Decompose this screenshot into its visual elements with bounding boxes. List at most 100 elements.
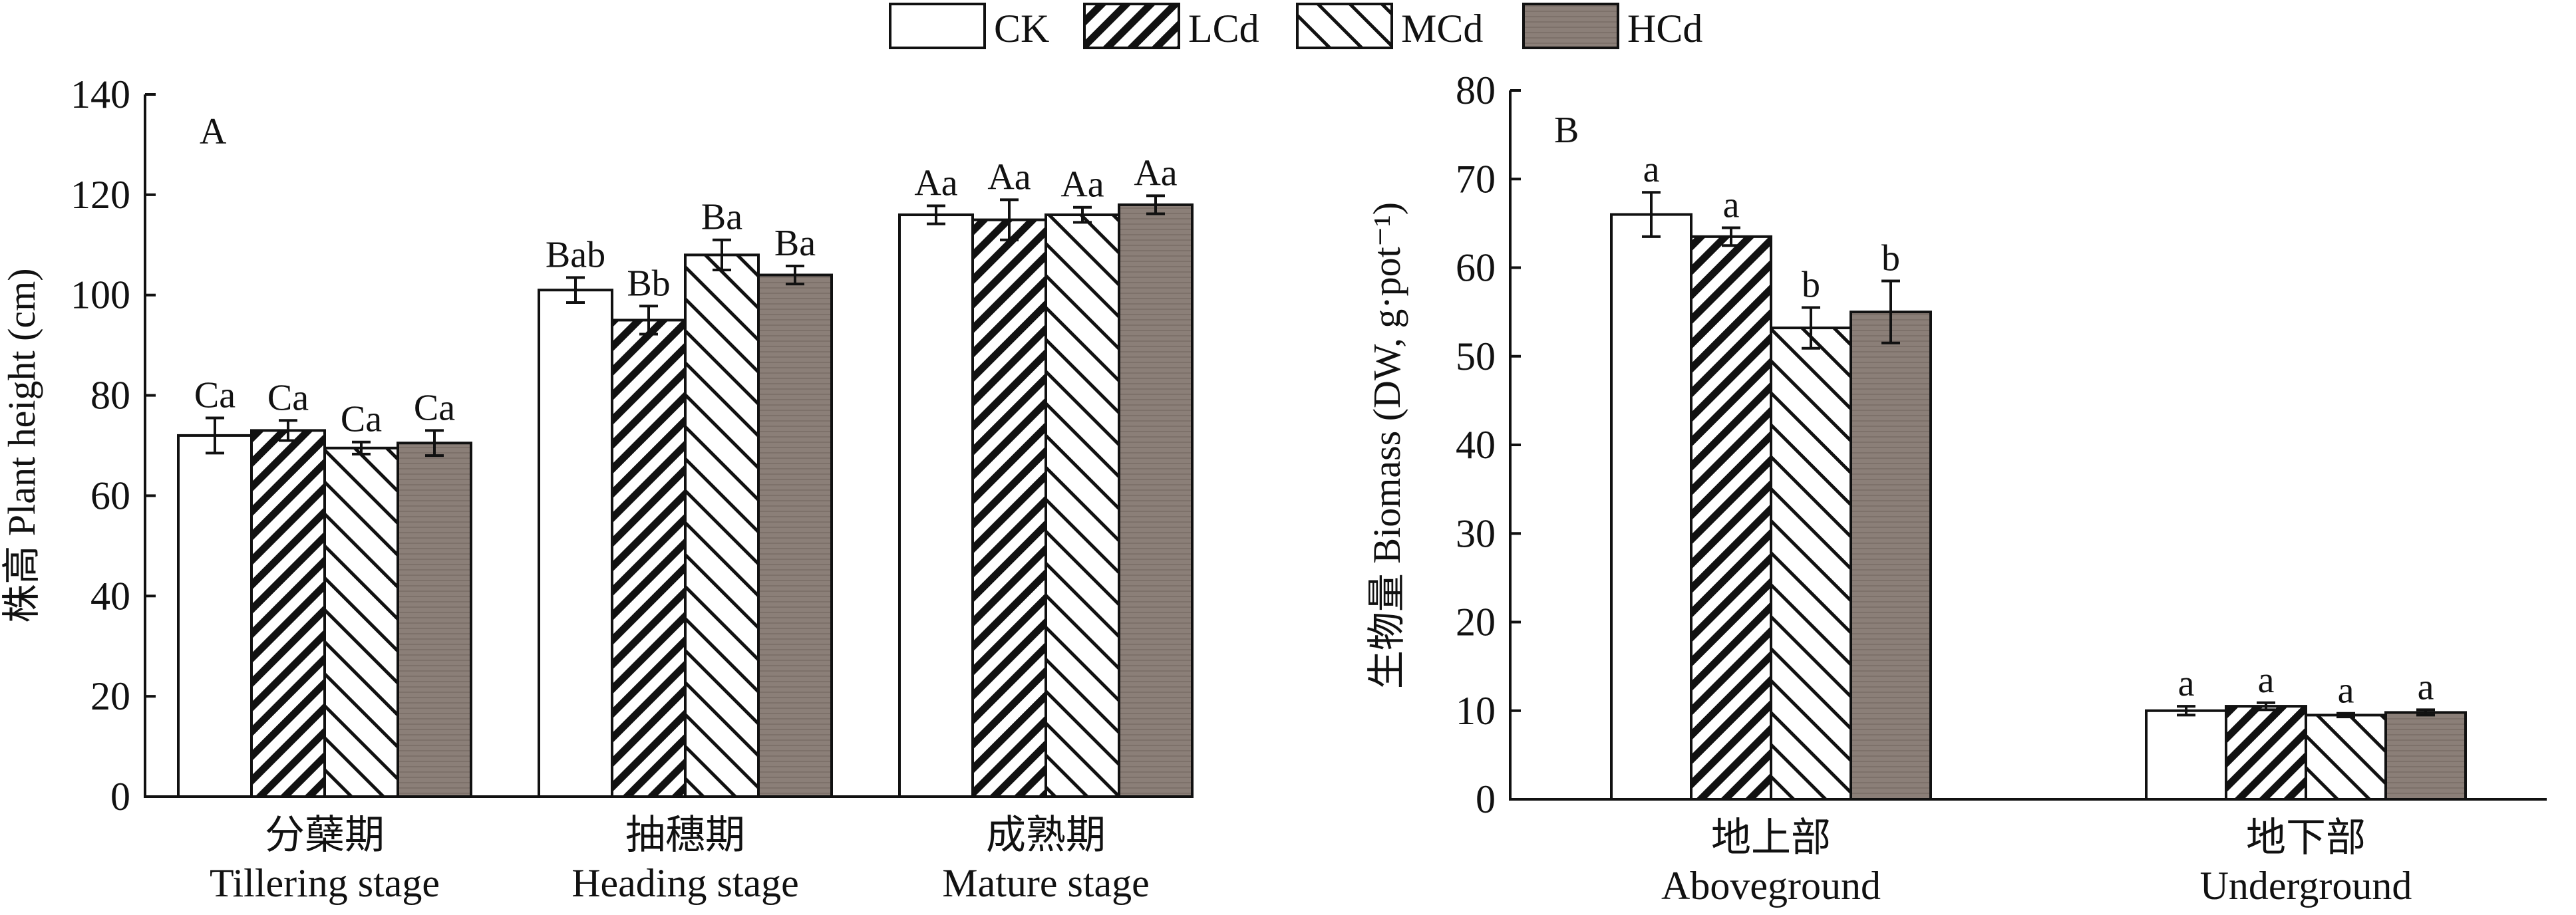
significance-label: Ba <box>701 197 742 238</box>
significance-label: a <box>1643 149 1660 190</box>
y-tick-label: 10 <box>1456 689 1496 733</box>
bar-ck-tillering-stage <box>177 434 253 798</box>
bars-a: Ca Ca Ca Ca Bab Bb Ba Ba Aa Aa Aa Aa <box>177 152 1194 799</box>
x-category-label-cn: 地下部 <box>2246 816 2366 860</box>
significance-label: Bab <box>546 234 605 275</box>
x-category-label-en: Mature stage <box>942 861 1150 905</box>
y-tick-label: 40 <box>90 574 130 618</box>
error-bar-lcd-tillering-stage <box>279 419 297 442</box>
bar-ck-heading-stage <box>538 289 613 798</box>
bars-b: a a b b a a a a <box>1610 149 2467 801</box>
error-bar-ck-heading-stage <box>566 276 585 305</box>
error-bar-lcd-aboveground <box>1722 226 1740 247</box>
error-bar-hcd-underground <box>2416 708 2435 717</box>
significance-label: Ca <box>414 387 455 428</box>
error-bar-lcd-heading-stage <box>639 305 658 336</box>
y-ticks-a: 0 20 40 60 80 100 120 140 <box>71 72 156 819</box>
y-tick-label: 0 <box>1476 777 1496 821</box>
significance-label: Ba <box>774 223 816 264</box>
error-bar-ck-tillering-stage <box>206 416 224 455</box>
bar-mcd-tillering-stage <box>323 446 399 798</box>
bar-hcd-heading-stage <box>757 273 833 798</box>
significance-label: a <box>2418 666 2434 708</box>
legend-item-ck: CK <box>889 3 1049 51</box>
bar-lcd-heading-stage <box>611 319 687 798</box>
chart-panel-b: 0 10 20 30 40 50 60 70 80 a a b b a a a a 地上部Abovegroun… <box>1365 68 2547 908</box>
y-tick-label: 100 <box>71 273 130 317</box>
error-bar-hcd-aboveground <box>1881 279 1900 344</box>
significance-label: b <box>1802 264 1820 305</box>
significance-label: a <box>2338 670 2354 712</box>
significance-label: Aa <box>1060 164 1104 205</box>
error-bar-hcd-heading-stage <box>786 264 804 286</box>
x-category-label-cn: 地上部 <box>1711 816 1831 860</box>
bar-hcd-tillering-stage <box>397 442 472 798</box>
bar-hcd-underground <box>2384 711 2467 801</box>
y-tick-label: 40 <box>1456 423 1496 467</box>
bar-lcd-underground <box>2225 705 2307 801</box>
error-bar-mcd-heading-stage <box>713 238 731 271</box>
legend-item-hcd: HCd <box>1522 3 1702 51</box>
y-tick-label: 20 <box>1456 600 1496 644</box>
x-category-label-en: Aboveground <box>1661 864 1881 908</box>
y-tick-label: 0 <box>110 775 130 819</box>
bar-hcd-mature-stage <box>1118 203 1194 798</box>
y-tick-label: 30 <box>1456 511 1496 555</box>
x-category-label-en: Heading stage <box>571 861 799 905</box>
bar-lcd-aboveground <box>1690 235 1772 801</box>
bar-lcd-mature-stage <box>971 218 1047 799</box>
legend-item-lcd: LCd <box>1083 3 1259 51</box>
x-category-label-cn: 成熟期 <box>986 813 1106 857</box>
significance-label: Bb <box>627 263 670 304</box>
bar-mcd-mature-stage <box>1045 213 1120 798</box>
legend-label-mcd: MCd <box>1401 7 1483 51</box>
legend-label-lcd: LCd <box>1188 7 1259 51</box>
error-bar-ck-underground <box>2177 705 2195 717</box>
bar-hcd-aboveground <box>1850 311 1932 801</box>
x-category-label-en: Underground <box>2200 864 2412 908</box>
significance-label: Aa <box>914 162 957 203</box>
error-bar-hcd-mature-stage <box>1146 194 1165 215</box>
significance-label: a <box>1723 185 1740 226</box>
legend-item-mcd: MCd <box>1296 3 1483 51</box>
significance-label: Ca <box>341 399 382 440</box>
y-tick-label: 120 <box>71 173 130 217</box>
legend-swatch-mcd <box>1296 3 1393 49</box>
error-bar-ck-aboveground <box>1642 191 1661 238</box>
error-bar-mcd-aboveground <box>1802 306 1820 350</box>
bar-ck-underground <box>2145 709 2227 801</box>
chart-panel-a: 0 20 40 60 80 100 120 140 Ca Ca Ca Ca Bab Bb Ba Ba Aa Aa… <box>0 72 1194 905</box>
error-bar-mcd-tillering-stage <box>352 440 371 456</box>
significance-label: a <box>2178 663 2195 704</box>
significance-label: b <box>1881 237 1900 279</box>
legend-swatch-lcd <box>1083 3 1180 49</box>
panel-label-a: A <box>200 111 227 152</box>
significance-label: Ca <box>194 375 236 416</box>
legend-swatch-ck <box>889 3 986 49</box>
bar-ck-aboveground <box>1610 213 1692 801</box>
legend-swatch-hcd <box>1522 3 1619 49</box>
y-axis-label-b: 生物量 Biomass (DW, g·pot⁻¹) <box>1365 202 1408 689</box>
bar-lcd-tillering-stage <box>250 429 326 798</box>
error-bar-lcd-underground <box>2257 701 2275 712</box>
legend-label-ck: CK <box>994 7 1049 51</box>
x-category-label-en: Tillering stage <box>210 861 440 905</box>
y-tick-label: 50 <box>1456 334 1496 378</box>
bar-mcd-aboveground <box>1770 327 1852 801</box>
x-category-label-cn: 分蘖期 <box>265 813 385 857</box>
bar-mcd-heading-stage <box>684 253 760 799</box>
error-bar-hcd-tillering-stage <box>425 429 444 458</box>
y-tick-label: 60 <box>90 473 130 517</box>
error-bar-ck-mature-stage <box>927 204 945 225</box>
y-tick-label: 80 <box>90 374 130 418</box>
legend-label-hcd: HCd <box>1627 7 1702 51</box>
y-tick-label: 60 <box>1456 246 1496 290</box>
y-tick-label: 80 <box>1456 68 1496 112</box>
bar-mcd-underground <box>2305 714 2387 801</box>
panel-label-b: B <box>1554 110 1579 151</box>
significance-label: Aa <box>1134 152 1177 194</box>
significance-label: a <box>2258 660 2275 701</box>
significance-label: Aa <box>987 156 1031 197</box>
